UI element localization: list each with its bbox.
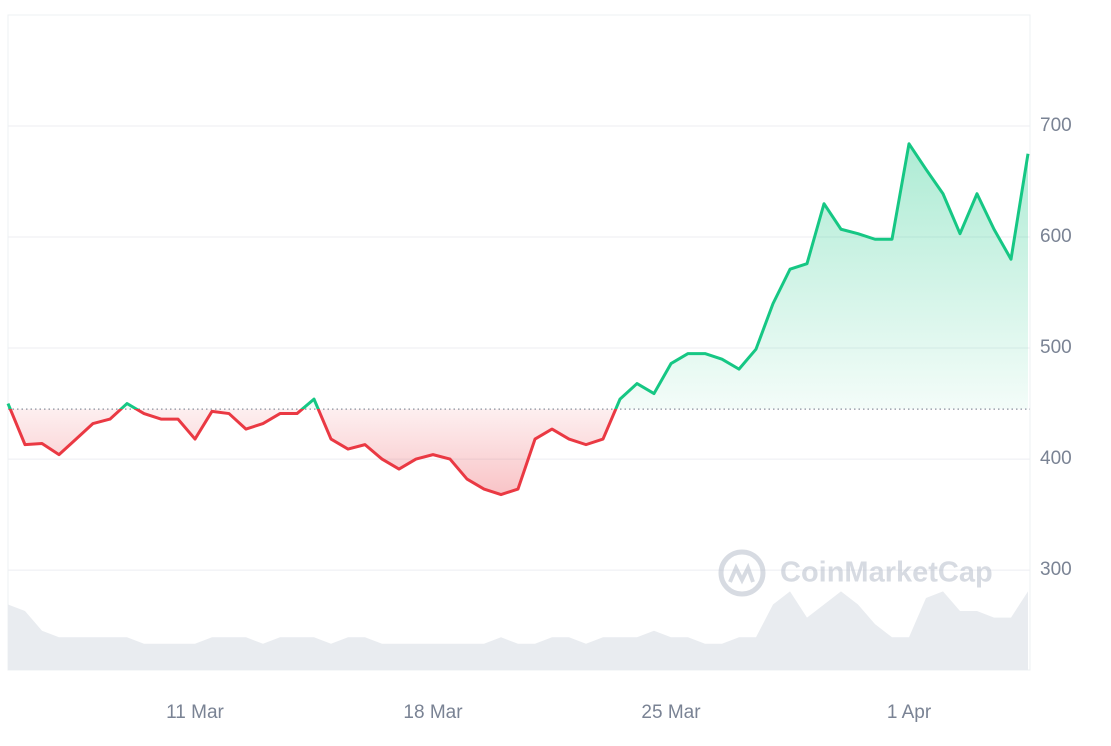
volume-area	[8, 591, 1028, 670]
price-area	[8, 143, 1028, 495]
y-tick-label: 500	[1040, 337, 1072, 358]
watermark-text: CoinMarketCap	[780, 557, 993, 589]
x-tick-label: 18 Mar	[403, 702, 463, 723]
watermark: CoinMarketCap	[718, 549, 993, 597]
y-tick-label: 400	[1040, 448, 1072, 469]
y-tick-label: 700	[1040, 115, 1072, 136]
y-tick-label: 300	[1040, 559, 1072, 580]
y-tick-label: 600	[1040, 226, 1072, 247]
price-line	[6, 142, 1030, 497]
x-tick-label: 25 Mar	[641, 702, 701, 723]
x-tick-label: 11 Mar	[166, 702, 224, 723]
x-tick-label: 1 Apr	[887, 702, 932, 723]
